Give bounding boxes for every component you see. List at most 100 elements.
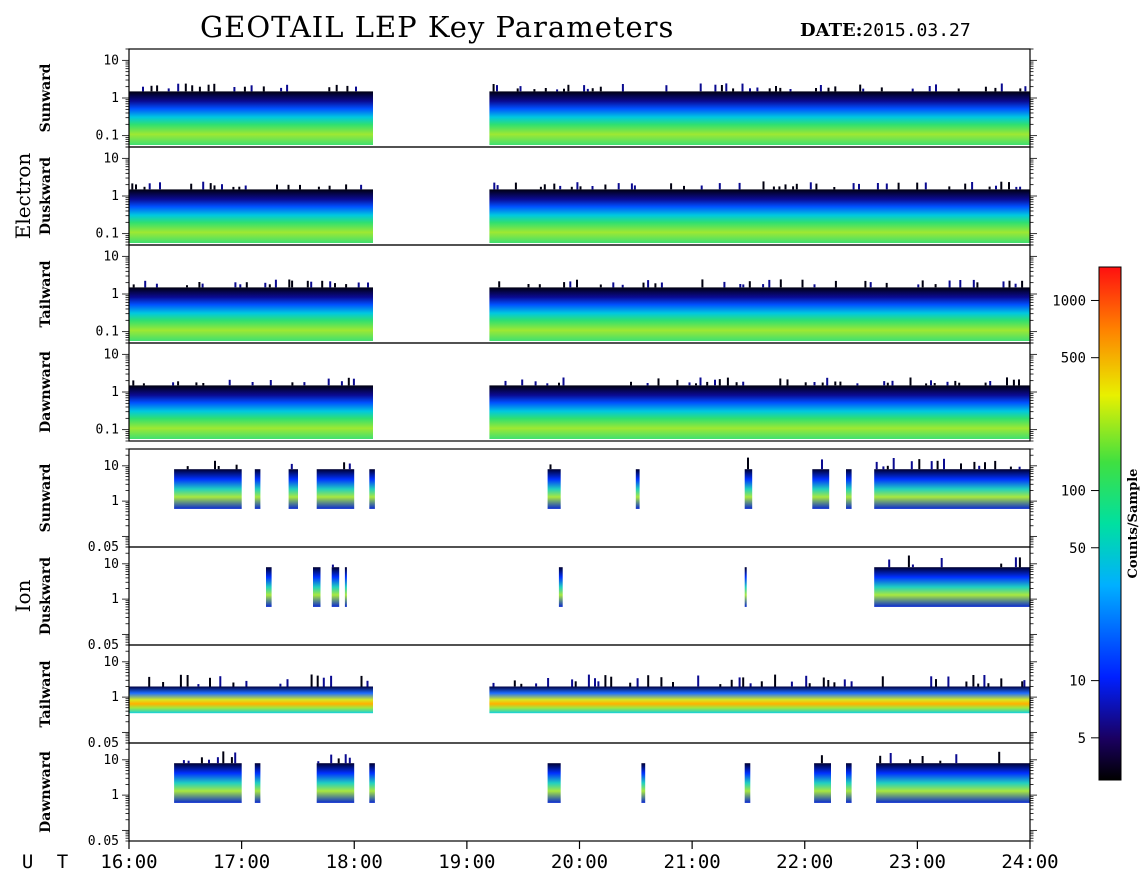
data-speck	[984, 462, 986, 470]
x-tick-label: 24:00	[1001, 851, 1058, 873]
data-segment	[489, 686, 1030, 714]
data-speck	[337, 758, 340, 764]
panel-label-ion-dawnward: Dawnward	[38, 751, 54, 833]
data-speck	[789, 89, 792, 92]
data-speck	[559, 185, 562, 190]
panel-label-electron-tailward: Tailward	[38, 260, 54, 327]
data-speck	[1021, 681, 1024, 687]
data-speck	[930, 461, 933, 470]
data-speck	[132, 284, 135, 288]
data-speck	[198, 86, 201, 92]
data-speck	[343, 462, 346, 470]
colorbar-tick-label: 50	[1069, 541, 1086, 557]
data-speck	[748, 281, 751, 288]
data-speck	[207, 84, 210, 92]
data-speck	[859, 84, 862, 92]
data-speck	[346, 85, 349, 92]
panel-electron-dawnward: 10 1 0.1 Dawnward	[38, 342, 1037, 442]
colorbar-tick-label: 1000	[1052, 294, 1086, 310]
data-speck	[1018, 379, 1020, 386]
data-speck	[563, 282, 566, 288]
data-speck	[881, 676, 884, 687]
data-speck	[774, 674, 777, 687]
x-tick-label: 21:00	[664, 851, 721, 873]
data-speck	[646, 383, 649, 386]
data-segment	[344, 567, 347, 607]
data-speck	[574, 681, 577, 687]
data-speck	[976, 282, 979, 288]
data-speck	[599, 86, 602, 92]
data-speck	[875, 461, 878, 470]
data-speck	[921, 756, 924, 764]
data-segment	[846, 763, 852, 803]
data-speck	[208, 759, 210, 764]
y-tick-label: 10	[103, 151, 119, 166]
panel-electron-duskward: 10 1 0.1 Duskward	[38, 146, 1037, 246]
data-speck	[306, 280, 309, 288]
data-speck	[348, 463, 351, 470]
data-speck	[978, 465, 981, 470]
data-speck	[1000, 83, 1003, 92]
data-speck	[723, 281, 726, 288]
data-speck	[269, 380, 272, 386]
data-speck	[747, 457, 749, 470]
y-tick-label: 0.1	[96, 325, 119, 340]
data-segment	[254, 763, 261, 803]
data-speck	[1009, 466, 1012, 470]
data-segment	[547, 763, 561, 803]
y-tick-label: 0.05	[88, 834, 119, 849]
x-tick-label: 18:00	[326, 851, 383, 873]
data-speck	[1019, 186, 1022, 190]
data-speck	[556, 89, 559, 92]
data-speck	[660, 282, 663, 288]
data-speck	[947, 676, 950, 687]
data-speck	[984, 86, 987, 92]
data-speck	[928, 86, 931, 92]
data-segment	[635, 469, 640, 509]
data-speck	[795, 183, 798, 190]
data-speck	[1000, 181, 1003, 190]
data-speck	[1019, 88, 1022, 92]
data-speck	[587, 674, 590, 687]
data-speck	[630, 381, 632, 386]
y-tick-label: 10	[103, 53, 119, 68]
data-speck	[815, 88, 817, 92]
data-speck	[768, 279, 771, 288]
data-speck	[892, 458, 895, 470]
data-speck	[670, 183, 673, 190]
data-speck	[935, 84, 937, 92]
data-speck	[833, 682, 836, 687]
data-speck	[516, 88, 519, 92]
data-speck	[916, 182, 919, 190]
y-tick-label: 10	[103, 347, 119, 362]
data-speck	[159, 182, 161, 190]
data-speck	[245, 680, 248, 687]
data-speck	[984, 382, 987, 386]
data-speck	[1014, 557, 1017, 568]
data-speck	[543, 184, 546, 190]
panel-label-electron-sunward: Sunward	[38, 63, 54, 132]
data-speck	[586, 88, 589, 92]
data-speck	[805, 675, 808, 687]
data-speck	[179, 674, 182, 687]
data-speck	[888, 559, 891, 568]
data-speck	[792, 186, 795, 190]
data-speck	[186, 285, 188, 288]
data-speck	[527, 284, 530, 288]
data-speck	[1015, 186, 1018, 190]
data-speck	[310, 281, 313, 288]
data-speck	[697, 675, 700, 687]
data-speck	[959, 280, 962, 288]
data-segment	[254, 469, 261, 509]
data-speck	[576, 182, 579, 190]
data-speck	[642, 282, 645, 288]
data-speck	[822, 677, 825, 687]
x-tick-label: 23:00	[889, 851, 946, 873]
data-speck	[579, 186, 582, 190]
data-speck	[739, 284, 742, 288]
data-segment	[174, 469, 242, 509]
data-speck	[1000, 563, 1003, 568]
data-speck	[604, 184, 607, 190]
data-segment	[489, 91, 1030, 145]
data-speck	[290, 463, 293, 470]
